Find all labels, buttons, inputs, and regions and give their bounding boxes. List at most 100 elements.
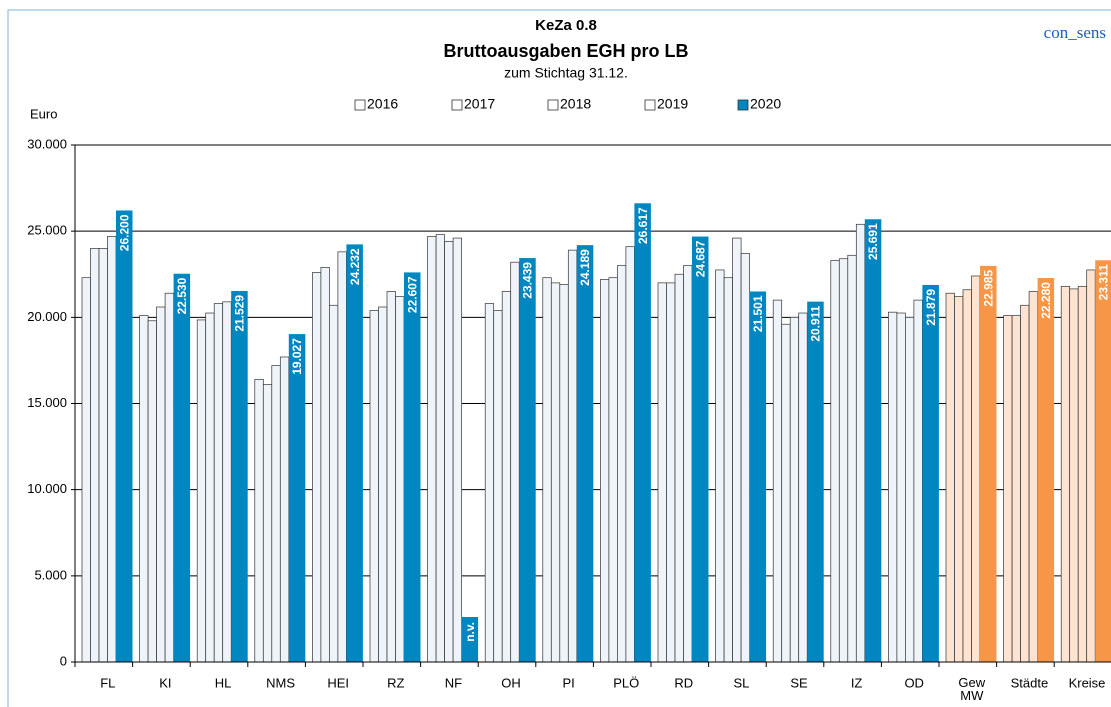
value-label: 22.530: [175, 277, 189, 314]
bar: [749, 291, 767, 662]
bar: [1020, 304, 1030, 663]
bar: [954, 296, 964, 663]
value-label: 22.280: [1039, 282, 1053, 319]
bar: [196, 319, 207, 663]
bar: [838, 258, 849, 663]
bar: [674, 273, 684, 663]
bar: [98, 248, 108, 663]
x-tick-label: HEI: [327, 675, 349, 690]
bar: [519, 258, 536, 662]
value-label: 22.607: [405, 276, 419, 313]
legend-swatch: [737, 99, 749, 111]
bar: [945, 292, 955, 663]
bar: [567, 249, 578, 663]
bar: [559, 284, 569, 663]
bar: [666, 282, 676, 663]
brand: con_sens: [1044, 23, 1106, 42]
x-tick-label: IZ: [851, 675, 863, 690]
bar: [781, 323, 791, 663]
value-label: 24.232: [348, 248, 362, 285]
value-label: 19.027: [290, 338, 304, 375]
bar: [692, 236, 709, 662]
x-tick-label: PLÖ: [613, 675, 639, 690]
bar: [740, 253, 750, 663]
x-tick-label: RD: [674, 675, 693, 690]
value-label: n.v.: [463, 622, 477, 642]
legend-swatch: [644, 99, 656, 111]
bar: [1011, 315, 1021, 663]
bar: [147, 320, 157, 663]
bar: [980, 265, 997, 662]
y-tick-label: 0: [60, 653, 67, 668]
bar: [312, 272, 322, 663]
na-box: [461, 617, 479, 662]
bar: [369, 310, 379, 663]
x-tick-label: KI: [159, 675, 171, 690]
x-tick-label: SE: [790, 675, 808, 690]
bar: [139, 315, 149, 663]
y-tick-label: 25.000: [27, 223, 67, 238]
bar: [905, 316, 915, 663]
bar: [847, 254, 857, 663]
x-tick-label: RZ: [387, 675, 404, 690]
x-tick-label: OH: [501, 675, 521, 690]
y-tick-label: 20.000: [27, 309, 67, 324]
bar: [922, 284, 939, 662]
chart-note: zum Stichtag 31.12.: [504, 65, 628, 81]
bar: [830, 260, 840, 663]
chart-title: KeZa 0.8: [535, 17, 597, 34]
bar: [1060, 285, 1071, 663]
bar: [617, 265, 627, 663]
bar: [493, 310, 503, 663]
value-label: 25.691: [866, 223, 880, 260]
bar: [683, 265, 693, 663]
legend-swatch: [547, 99, 559, 111]
bar: [732, 237, 742, 663]
bar: [346, 244, 363, 663]
bar: [262, 384, 273, 663]
bar: [1077, 285, 1088, 663]
x-tick-label: NMS: [266, 675, 295, 690]
bar: [864, 219, 882, 663]
bar: [550, 282, 561, 663]
bar: [913, 299, 923, 663]
bar: [1069, 288, 1079, 663]
bar: [435, 234, 445, 663]
bar: [807, 301, 824, 662]
bar: [205, 312, 215, 663]
chart-subtitle: Bruttoausgaben EGH pro LB: [443, 41, 688, 61]
bar: [576, 245, 594, 663]
bar: [888, 311, 898, 663]
x-tick-label: NF: [445, 675, 462, 690]
x-tick-label: Gew MW: [958, 675, 985, 703]
value-label: 22.985: [981, 270, 995, 307]
bar: [723, 277, 733, 663]
y-tick-label: 15.000: [27, 395, 67, 410]
bar: [715, 269, 725, 663]
bar: [1003, 315, 1013, 663]
bar: [600, 279, 610, 663]
bar: [320, 267, 330, 663]
bar: [404, 272, 421, 662]
x-tick-label: Kreise: [1069, 675, 1106, 690]
bar: [81, 277, 91, 663]
legend-label: 2017: [464, 96, 495, 112]
bar: [337, 251, 347, 663]
y-tick-label: 30.000: [27, 136, 67, 151]
bar: [484, 303, 495, 663]
bar: [657, 282, 667, 663]
value-label: 26.200: [117, 214, 131, 251]
bar: [378, 306, 388, 663]
bar: [254, 379, 264, 663]
x-tick-label: Städte: [1011, 675, 1049, 690]
bar: [386, 291, 396, 663]
bar: [772, 299, 783, 663]
value-label: 23.439: [521, 262, 535, 299]
value-label: 21.501: [751, 295, 765, 332]
bar: [971, 275, 981, 663]
legend-label: 2019: [657, 96, 688, 112]
bar: [279, 356, 290, 663]
value-label: 24.687: [693, 240, 707, 277]
bar: [608, 277, 618, 663]
value-label: 20.911: [809, 305, 823, 341]
